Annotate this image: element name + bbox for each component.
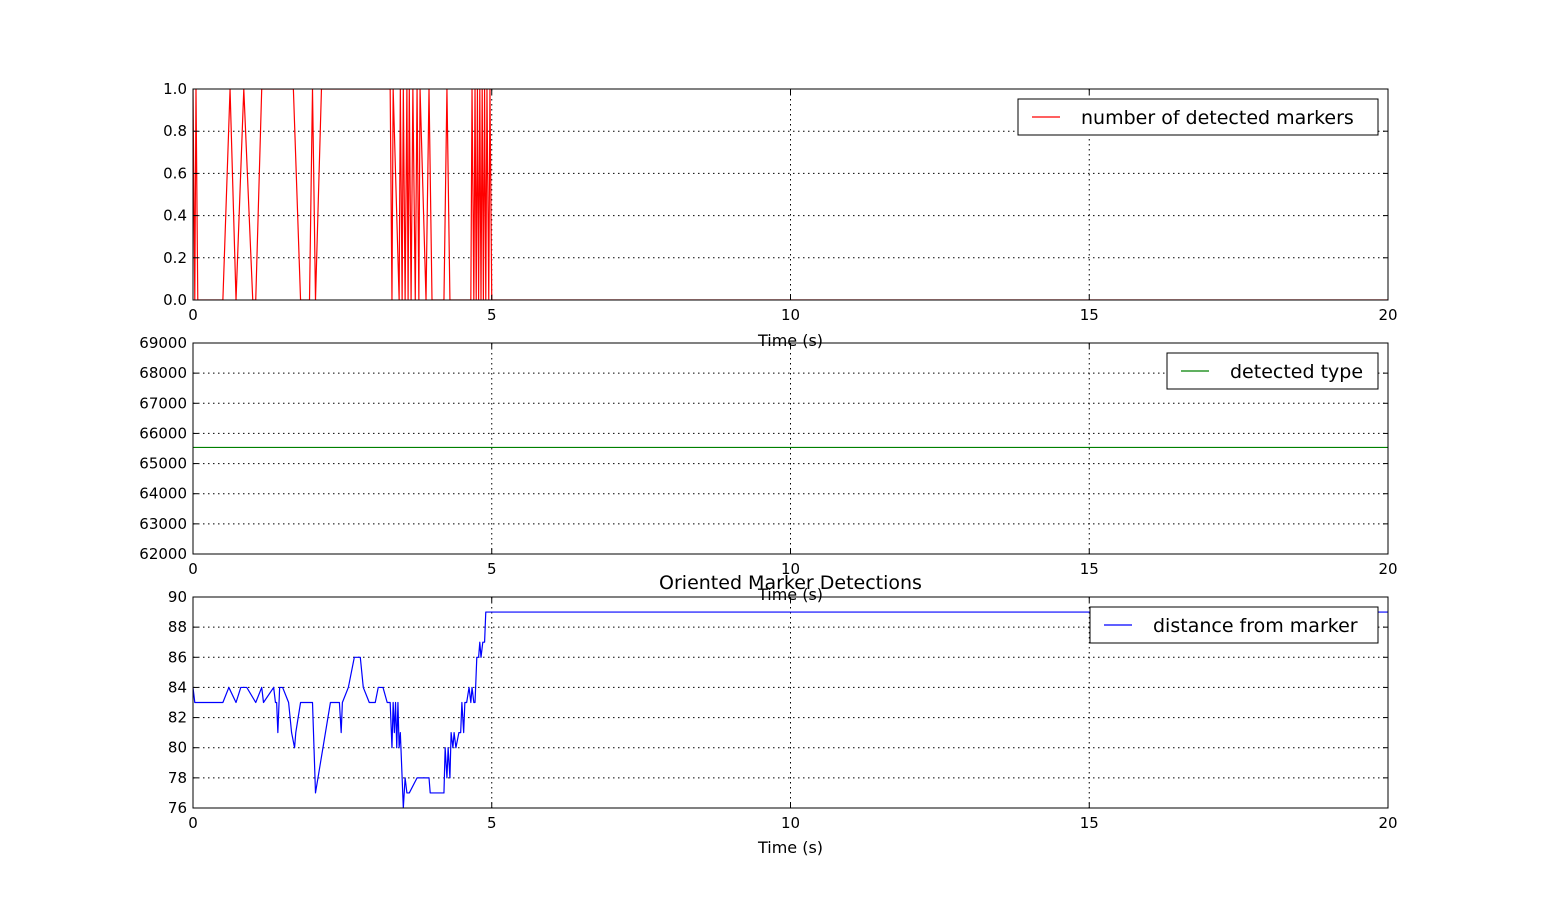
legend: distance from marker — [1089, 606, 1379, 644]
y-tick-label: 76 — [168, 799, 187, 817]
x-tick-label: 0 — [188, 306, 198, 324]
y-tick-label: 65000 — [139, 455, 187, 473]
legend-label: detected type — [1230, 361, 1363, 383]
y-tick-label: 0.6 — [163, 164, 187, 182]
y-tick-label: 0.8 — [163, 122, 187, 140]
legend: number of detected markers — [1017, 98, 1379, 136]
x-tick-label: 20 — [1378, 306, 1397, 324]
x-tick-label: 0 — [188, 560, 198, 578]
legend-box — [1089, 606, 1379, 644]
series-line-number-of-detected-markers — [193, 89, 1388, 300]
subplot-2: 0 5 10 15 20 62000 63000 64000 65000 66000 67000 68… — [139, 334, 1397, 604]
x-tick-label: 5 — [487, 814, 497, 832]
y-tick-label: 62000 — [139, 545, 187, 563]
y-tick-label: 82 — [168, 709, 187, 727]
x-axis-label: Time (s) — [757, 838, 823, 857]
y-tick-label: 86 — [168, 648, 187, 666]
y-tick-label: 63000 — [139, 515, 187, 533]
x-tick-label: 15 — [1080, 814, 1099, 832]
legend-label: number of detected markers — [1081, 107, 1354, 129]
x-tick-label: 5 — [487, 306, 497, 324]
y-tick-label: 0.2 — [163, 249, 187, 267]
x-tick-label: 0 — [188, 814, 198, 832]
y-tick-label: 1.0 — [163, 80, 187, 98]
x-tick-label: 10 — [781, 814, 800, 832]
legend-box — [1017, 98, 1379, 136]
legend: detected type — [1166, 352, 1379, 390]
subplot-3: 0 5 10 15 20 76 78 80 82 84 86 88 90 Oriented Marker … — [168, 572, 1398, 857]
x-tick-label: 10 — [781, 560, 800, 578]
x-axis-label: Time (s) — [757, 585, 823, 604]
y-tick-label: 88 — [168, 618, 187, 636]
legend-label: distance from marker — [1153, 615, 1358, 637]
x-tick-label: 5 — [487, 560, 497, 578]
y-tick-label: 78 — [168, 769, 187, 787]
y-tick-label: 67000 — [139, 394, 187, 412]
y-tick-label: 0.0 — [163, 291, 187, 309]
x-tick-label: 20 — [1378, 560, 1397, 578]
x-tick-label: 10 — [781, 306, 800, 324]
y-tick-label: 66000 — [139, 424, 187, 442]
x-axis-label: Time (s) — [757, 331, 823, 350]
y-tick-label: 64000 — [139, 485, 187, 503]
series-line-distance-from-marker — [193, 611, 1388, 808]
subplot-1: 0 5 10 15 20 0.0 0.2 0.4 0.6 0.8 1.0 Time (s) number… — [163, 80, 1397, 350]
chart-title: Oriented Marker Detections — [659, 572, 922, 594]
y-tick-label: 68000 — [139, 364, 187, 382]
y-tick-label: 0.4 — [163, 207, 187, 225]
y-tick-label: 80 — [168, 739, 187, 757]
x-tick-label: 15 — [1080, 306, 1099, 324]
y-tick-label: 90 — [168, 588, 187, 606]
x-tick-label: 15 — [1080, 560, 1099, 578]
x-tick-label: 20 — [1378, 814, 1397, 832]
y-tick-label: 69000 — [139, 334, 187, 352]
y-tick-label: 84 — [168, 678, 187, 696]
